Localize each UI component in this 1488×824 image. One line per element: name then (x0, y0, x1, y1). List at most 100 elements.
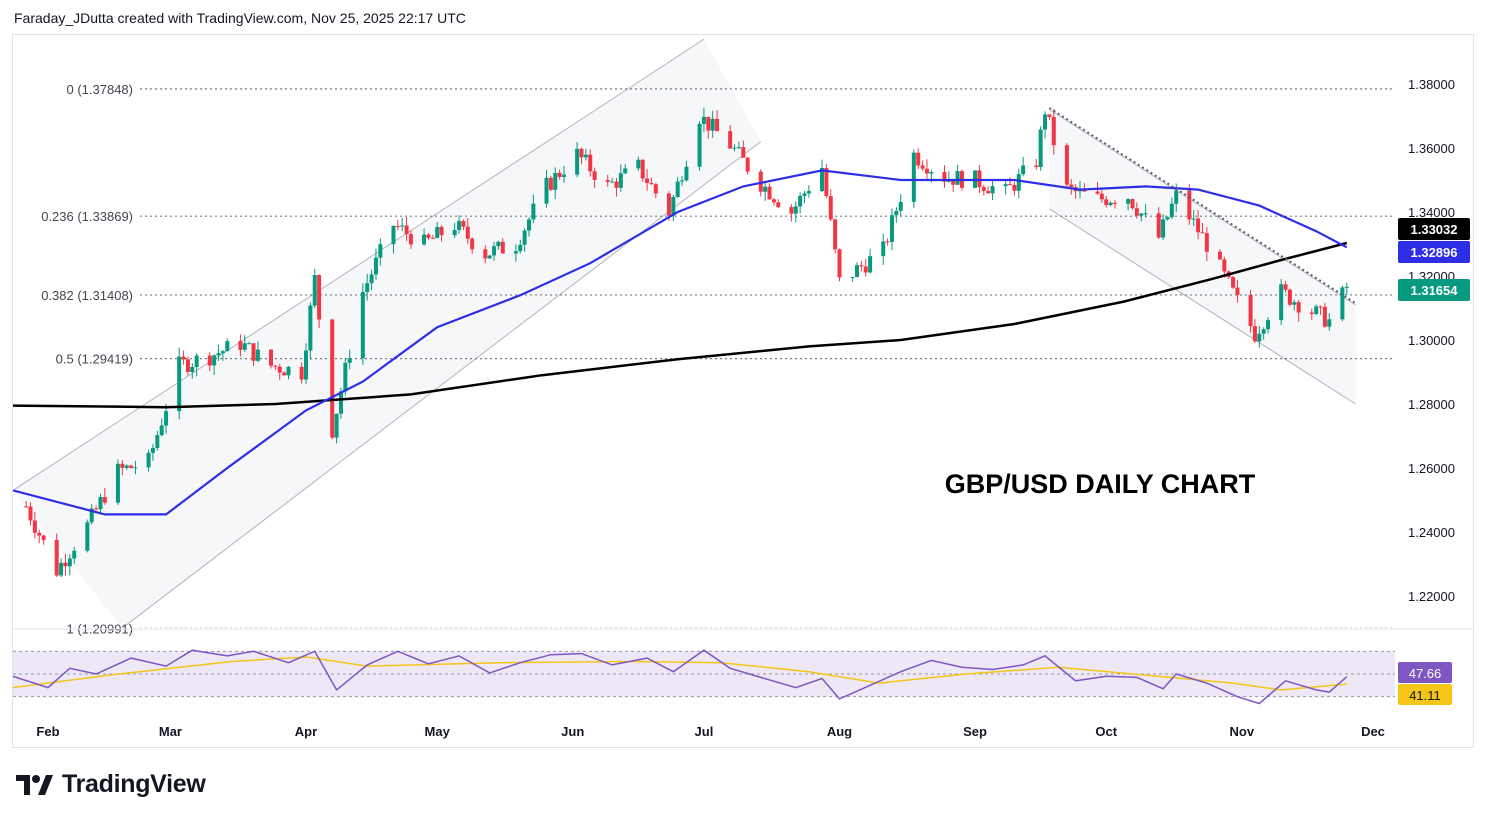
candle-up (225, 341, 230, 352)
candle-down (37, 532, 42, 536)
fib-label: 0.382 (1.31408) (41, 288, 133, 303)
candle-down (317, 275, 322, 320)
candle-down (758, 171, 763, 192)
candle-up (889, 215, 894, 242)
rsi-pane: 47.66 41.11 (13, 628, 1474, 705)
candle-up (697, 123, 702, 167)
candle-up (522, 230, 527, 245)
rsi-ma-badge (1398, 684, 1452, 705)
x-tick-label: Mar (159, 724, 182, 739)
candle-up (1016, 174, 1021, 191)
tradingview-logo-icon[interactable] (14, 771, 54, 799)
ma200-line (13, 241, 1348, 409)
y-tick-label: 1.34000 (1408, 205, 1455, 220)
candle-up (457, 221, 462, 230)
candle-down (649, 182, 654, 185)
candle-up (1174, 190, 1179, 204)
candle-up (1038, 129, 1043, 168)
candle-down (1309, 312, 1314, 314)
candle-up (347, 358, 352, 363)
candle-up (1108, 202, 1113, 206)
candle-down (588, 154, 593, 172)
candle-down (1322, 306, 1327, 327)
candle-down (771, 199, 776, 203)
candle-down (1187, 190, 1192, 220)
candle-up (115, 463, 120, 503)
y-tick-label: 1.22000 (1408, 589, 1455, 604)
candle-up (212, 355, 217, 366)
candle-down (767, 186, 772, 200)
fib-label: 0.236 (1.33869) (41, 209, 133, 224)
candle-down (273, 365, 278, 367)
candle-down (1069, 184, 1074, 188)
x-tick-label: May (425, 724, 451, 739)
candle-up (1292, 302, 1297, 305)
candle-down (924, 168, 929, 174)
y-tick-label: 1.24000 (1408, 525, 1455, 540)
candle-up (247, 343, 252, 345)
candle-up (242, 343, 247, 350)
candle-up (492, 246, 497, 256)
candle-up (675, 181, 680, 197)
tradingview-brand[interactable]: TradingView (62, 770, 206, 798)
candle-up (452, 229, 457, 236)
candle-up (255, 349, 260, 361)
candle-up (435, 226, 440, 238)
candle-down (181, 356, 186, 360)
y-tick-label: 1.30000 (1408, 333, 1455, 348)
candle-down (666, 193, 671, 216)
candle-down (745, 157, 750, 172)
candle-down (614, 181, 619, 188)
candle-up (736, 147, 741, 149)
candle-down (1134, 208, 1139, 216)
candle-down (653, 184, 658, 194)
candle-up (1261, 329, 1266, 334)
candle-down (859, 265, 864, 267)
candle-down (728, 131, 733, 149)
candle-up (360, 292, 365, 359)
candle-up (618, 173, 623, 188)
channel-upper-descending (1049, 109, 1356, 306)
candle-down (1200, 232, 1205, 234)
candle-up (575, 148, 580, 175)
candle-down (1051, 116, 1056, 146)
candle-down (129, 465, 134, 469)
price-badge (1398, 241, 1470, 263)
candle-down (24, 506, 29, 508)
candle-down (1217, 251, 1222, 260)
candle-up (1257, 333, 1262, 342)
candle-down (439, 226, 444, 236)
candle-up (610, 181, 615, 183)
candle-up (308, 305, 313, 351)
candle-down (776, 202, 781, 208)
candle-up (373, 257, 378, 275)
candle-down (41, 535, 46, 540)
candle-down (54, 539, 59, 576)
candle-down (1296, 302, 1301, 313)
y-tick-label: 1.36000 (1408, 141, 1455, 156)
candle-up (518, 244, 523, 252)
channel-upper-ascending (13, 38, 705, 491)
candle-up (1344, 286, 1349, 288)
candle-down (404, 225, 409, 235)
candle-down (277, 366, 282, 373)
candle-up (911, 152, 916, 202)
channel-fill-descending (1049, 109, 1356, 404)
candle-up (159, 425, 164, 436)
candle-down (430, 237, 435, 239)
candle-up (710, 118, 715, 131)
candle-up (763, 186, 768, 192)
candle-up (369, 274, 374, 284)
candle-down (824, 167, 829, 197)
x-tick-label: Feb (36, 724, 59, 739)
candle-up (72, 550, 77, 559)
candle-up (1021, 165, 1026, 175)
candle-down (1204, 233, 1209, 252)
candle-down (715, 118, 720, 132)
candle-down (330, 319, 335, 438)
chart-title: GBP/USD DAILY CHART (945, 469, 1256, 499)
candle-down (645, 178, 650, 183)
candle-down (1196, 218, 1201, 233)
candle-up (806, 191, 811, 194)
